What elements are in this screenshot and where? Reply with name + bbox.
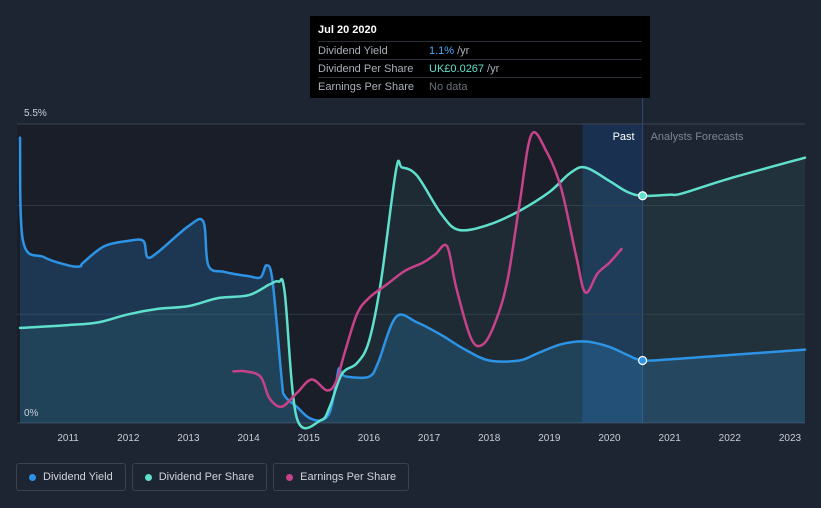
- x-tick-label: 2011: [57, 433, 79, 444]
- tooltip-row-dividend-per-share: Dividend Per Share UK£0.0267 /yr: [318, 59, 642, 77]
- dividend-yield-marker: [637, 355, 648, 366]
- chart-labels: 5.5% 0% 2011 2012 2013 2014 2015 2016 2017 2018 20…: [24, 108, 802, 444]
- legend-dot-icon: [286, 473, 294, 481]
- legend-dot-icon: [29, 473, 36, 481]
- dividend-per-share-line: [18, 156, 807, 430]
- dividend-yield-line: [18, 136, 807, 422]
- x-tick-label: 2016: [358, 433, 381, 444]
- legend-item-dividend-yield[interactable]: Dividend Yield: [16, 463, 126, 491]
- tooltip-label: Dividend Per Share: [318, 62, 414, 75]
- legend-item-dividend-per-share[interactable]: Dividend Per Share: [131, 463, 268, 491]
- chart-legend: Dividend Yield Dividend Per Share Earnin…: [16, 463, 410, 491]
- tooltip-date: Jul 20 2020: [318, 24, 377, 36]
- chart-tooltip: Jul 20 2020 Dividend Yield 1.1% /yr Divi…: [310, 16, 650, 98]
- past-label: Past: [613, 131, 635, 143]
- chart-grid: [17, 123, 805, 424]
- x-tick-label: 2022: [719, 433, 742, 444]
- tooltip-value: 1.1%: [429, 44, 455, 57]
- tooltip-label: Earnings Per Share: [318, 80, 414, 93]
- chart-bands: [17, 98, 644, 423]
- legend-label: Dividend Yield: [43, 471, 113, 483]
- x-tick-label: 2019: [538, 433, 561, 444]
- x-tick-label: 2018: [478, 433, 501, 444]
- x-tick-label: 2017: [418, 433, 441, 444]
- y-tick-label: 0%: [24, 408, 39, 419]
- earnings-per-share-line: [232, 131, 623, 409]
- chart-areas: [20, 137, 805, 429]
- dividend-per-share-area: [20, 157, 805, 429]
- tooltip-value: UK£0.0267: [429, 62, 485, 75]
- x-tick-label: 2013: [177, 433, 200, 444]
- tooltip-unit: /yr: [457, 44, 470, 57]
- legend-label: Dividend Per Share: [158, 471, 255, 483]
- legend-item-earnings-per-share[interactable]: Earnings Per Share: [273, 463, 410, 491]
- x-tick-label: 2021: [659, 433, 682, 444]
- current-period-highlight: [582, 124, 643, 423]
- chart-markers: [637, 191, 648, 366]
- dividend-yield-area: [20, 137, 805, 423]
- past-region: [17, 124, 583, 423]
- tooltip-nodata: No data: [429, 80, 468, 93]
- x-tick-label: 2015: [298, 433, 321, 444]
- forecast-label: Analysts Forecasts: [651, 131, 744, 143]
- x-tick-label: 2014: [237, 433, 260, 444]
- tooltip-unit: /yr: [487, 62, 500, 75]
- legend-dot-icon: [144, 473, 152, 481]
- y-tick-label: 5.5%: [24, 108, 47, 119]
- tooltip-row-dividend-yield: Dividend Yield 1.1% /yr: [318, 41, 642, 59]
- chart-lines: [18, 131, 807, 430]
- x-tick-label: 2020: [598, 433, 621, 444]
- dividend-per-share-marker: [637, 191, 648, 201]
- tooltip-row-earnings-per-share: Earnings Per Share No data: [318, 77, 642, 95]
- x-tick-label: 2012: [117, 433, 140, 444]
- tooltip-label: Dividend Yield: [318, 44, 388, 57]
- legend-label: Earnings Per Share: [300, 471, 397, 483]
- x-tick-label: 2023: [779, 433, 802, 444]
